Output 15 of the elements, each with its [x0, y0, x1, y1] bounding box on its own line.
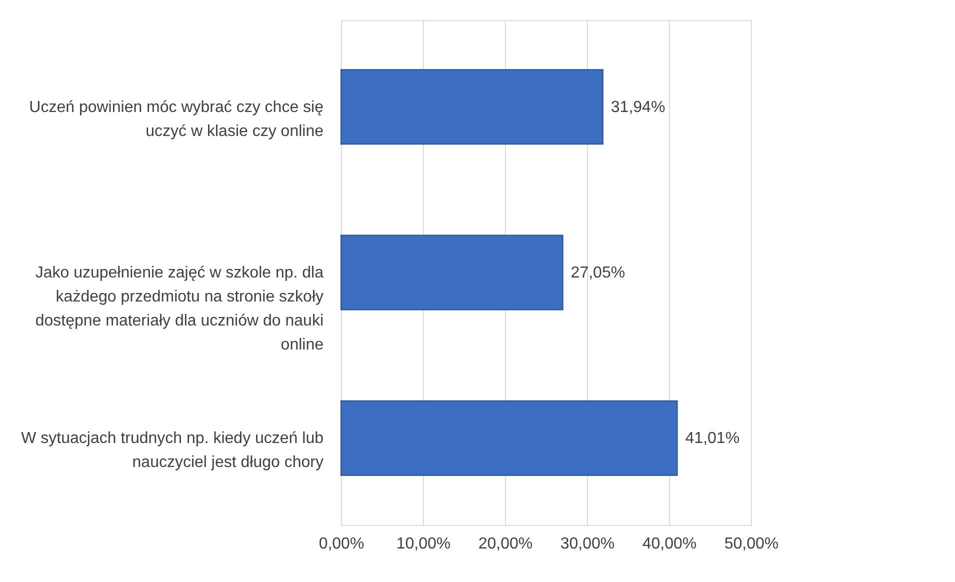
y-tick-label: W sytuacjach trudnych np. kiedy uczeń lub nauczyciel jest długo chory [21, 430, 324, 472]
bar [340, 69, 604, 145]
bar [340, 234, 564, 310]
data-label: 31,94% [610, 98, 666, 116]
data-label: 27,05% [570, 264, 626, 282]
y-tick-label: Uczeń powinien móc wybrać czy chce się uczyć w klasie czy online [29, 98, 324, 140]
x-tick-label: 0,00% [318, 536, 364, 552]
x-tick-label: 30,00% [560, 536, 615, 552]
bar [340, 400, 678, 476]
x-tick-label: 40,00% [642, 536, 697, 552]
data-label: 41,01% [685, 430, 740, 448]
y-tick-label: Jako uzupełnienie zajęć w szkole np. dla każdego przedmiotu na stronie szkoły dostępne materiały dla uczniów do nauki online [35, 264, 324, 354]
x-tick-label: 50,00% [724, 536, 779, 552]
x-tick-label: 20,00% [478, 536, 533, 552]
x-tick-label: 10,00% [396, 536, 451, 552]
